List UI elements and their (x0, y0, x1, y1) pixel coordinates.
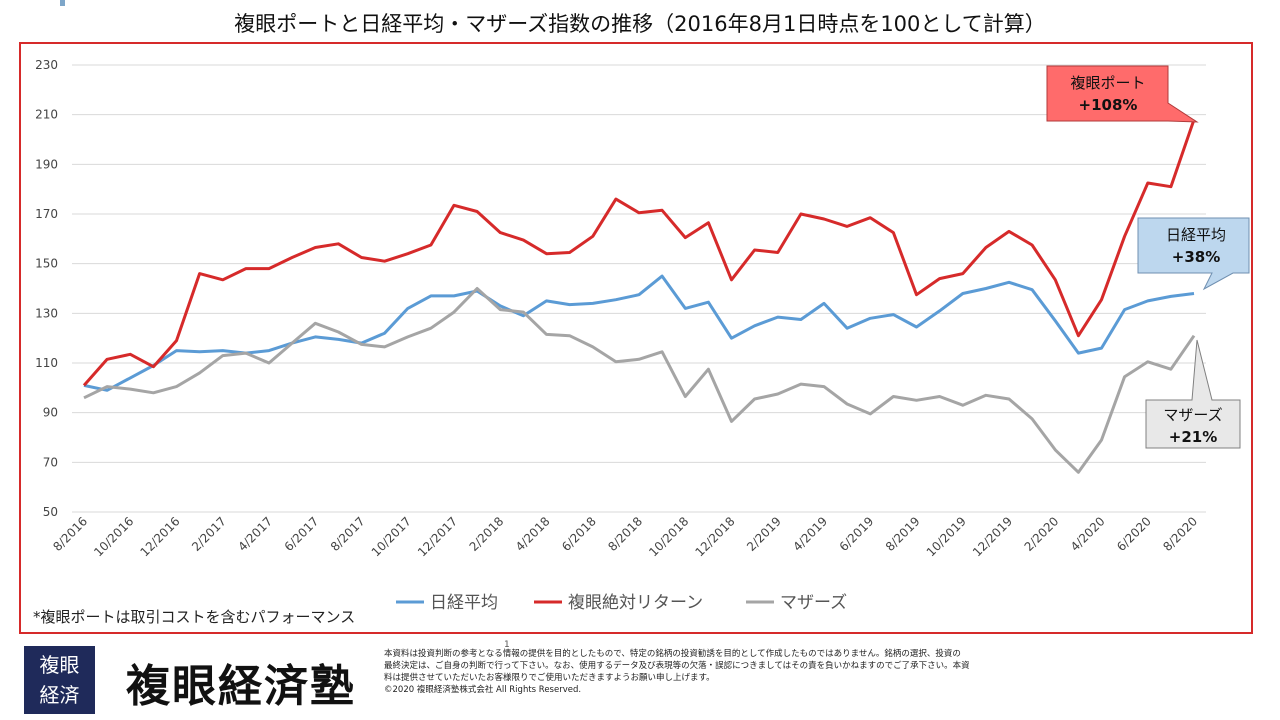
x-tick-label: 2/2017 (189, 514, 229, 554)
x-tick-label: 10/2019 (924, 514, 969, 559)
y-tick-label: 130 (35, 306, 58, 320)
callout-fukugan-shape (1046, 65, 1199, 123)
y-tick-label: 110 (35, 356, 58, 370)
callout-nikkei-name: 日経平均 (1166, 226, 1226, 244)
y-tick-label: 190 (35, 157, 58, 171)
series-line-mothers (83, 287, 1196, 474)
y-tick-label: 50 (43, 505, 58, 519)
x-tick-label: 6/2019 (837, 514, 877, 554)
legend-label-nikkei: 日経平均 (430, 593, 498, 613)
x-tick-label: 4/2020 (1068, 514, 1108, 554)
x-tick-label: 4/2018 (513, 514, 553, 554)
x-tick-label: 10/2017 (369, 514, 414, 559)
y-tick-label: 90 (43, 406, 58, 420)
x-tick-label: 8/2019 (883, 514, 923, 554)
x-axis-ticks: 8/2016 10/2016 12/2016 2/2017 4/2017 6/2017 8/… (50, 514, 1200, 559)
disclaimer-line-1: 本資料は投資判断の参考となる情報の提供を目的としたもので、特定の銘柄の投資勧誘を… (384, 649, 961, 659)
x-tick-label: 8/2016 (50, 514, 90, 554)
legend: 日経平均 複眼絶対リターン マザーズ (396, 593, 847, 613)
callout-nikkei-shape (1137, 217, 1250, 291)
callout-mothers-name: マザーズ (1163, 406, 1222, 424)
series-line-fukugan (82, 119, 1196, 387)
page-number: 1 (504, 640, 510, 650)
logo-wordmark: 複眼経済塾 (126, 661, 356, 712)
x-tick-label: 10/2016 (91, 514, 136, 559)
series-lines (82, 119, 1196, 474)
callout-fukugan: 複眼ポート +108% (1046, 65, 1199, 123)
callout-nikkei-value: +38% (1172, 248, 1220, 266)
y-tick-label: 170 (35, 207, 58, 221)
x-tick-label: 8/2017 (328, 514, 368, 554)
disclaimer-line-3: 料は提供させていただいたお客様限りでご使用いただきますようお願い申し上げます。 (384, 673, 715, 683)
x-tick-label: 12/2019 (970, 514, 1015, 559)
legend-label-fukugan: 複眼絶対リターン (568, 593, 703, 613)
legend-label-mothers: マザーズ (780, 593, 847, 613)
x-tick-label: 2/2020 (1022, 514, 1062, 554)
x-tick-label: 4/2019 (790, 514, 830, 554)
x-tick-label: 12/2018 (692, 514, 737, 559)
logo-emblem: 複眼 経済 (24, 646, 95, 714)
callout-mothers-value: +21% (1169, 428, 1217, 446)
disclaimer: 本資料は投資判断の参考となる情報の提供を目的としたもので、特定の銘柄の投資勧誘を… (384, 648, 1084, 696)
y-tick-label: 70 (43, 455, 58, 469)
x-tick-label: 6/2018 (559, 514, 599, 554)
callout-mothers: マザーズ +21% (1145, 339, 1241, 449)
x-tick-label: 4/2017 (235, 514, 275, 554)
y-axis-ticks: 50 70 90 110 130 150 170 190 210 230 (35, 58, 58, 519)
callout-mothers-shape (1145, 339, 1241, 449)
corner-accent (60, 0, 65, 6)
grid-lines (72, 64, 1206, 513)
x-tick-label: 6/2017 (282, 514, 322, 554)
logo-emblem-line1: 複眼 (39, 653, 80, 677)
x-tick-label: 12/2016 (137, 514, 182, 559)
x-tick-label: 2/2019 (744, 514, 784, 554)
chart-title: 複眼ポートと日経平均・マザーズ指数の推移（2016年8月1日時点を100として計… (234, 12, 1046, 36)
y-tick-label: 210 (35, 108, 58, 122)
callout-nikkei: 日経平均 +38% (1137, 217, 1250, 291)
x-tick-label: 10/2018 (646, 514, 691, 559)
disclaimer-line-4: ©2020 複眼経済塾株式会社 All Rights Reserved. (384, 685, 582, 695)
chart-frame (19, 42, 1253, 634)
callout-fukugan-value: +108% (1079, 96, 1138, 114)
disclaimer-line-2: 最終決定は、ご自身の判断で行って下さい。なお、使用するデータ及び表現等の欠落・誤… (384, 661, 970, 671)
y-tick-label: 230 (35, 58, 58, 72)
x-tick-label: 12/2017 (415, 514, 460, 559)
x-tick-label: 8/2018 (605, 514, 645, 554)
x-tick-label: 6/2020 (1114, 514, 1154, 554)
x-tick-label: 8/2020 (1160, 514, 1200, 554)
logo-emblem-line2: 経済 (39, 683, 80, 707)
series-line-nikkei (83, 274, 1195, 392)
x-tick-label: 2/2018 (467, 514, 507, 554)
callout-fukugan-name: 複眼ポート (1070, 74, 1145, 92)
y-tick-label: 150 (35, 257, 58, 271)
footnote: *複眼ポートは取引コストを含むパフォーマンス (33, 608, 356, 626)
